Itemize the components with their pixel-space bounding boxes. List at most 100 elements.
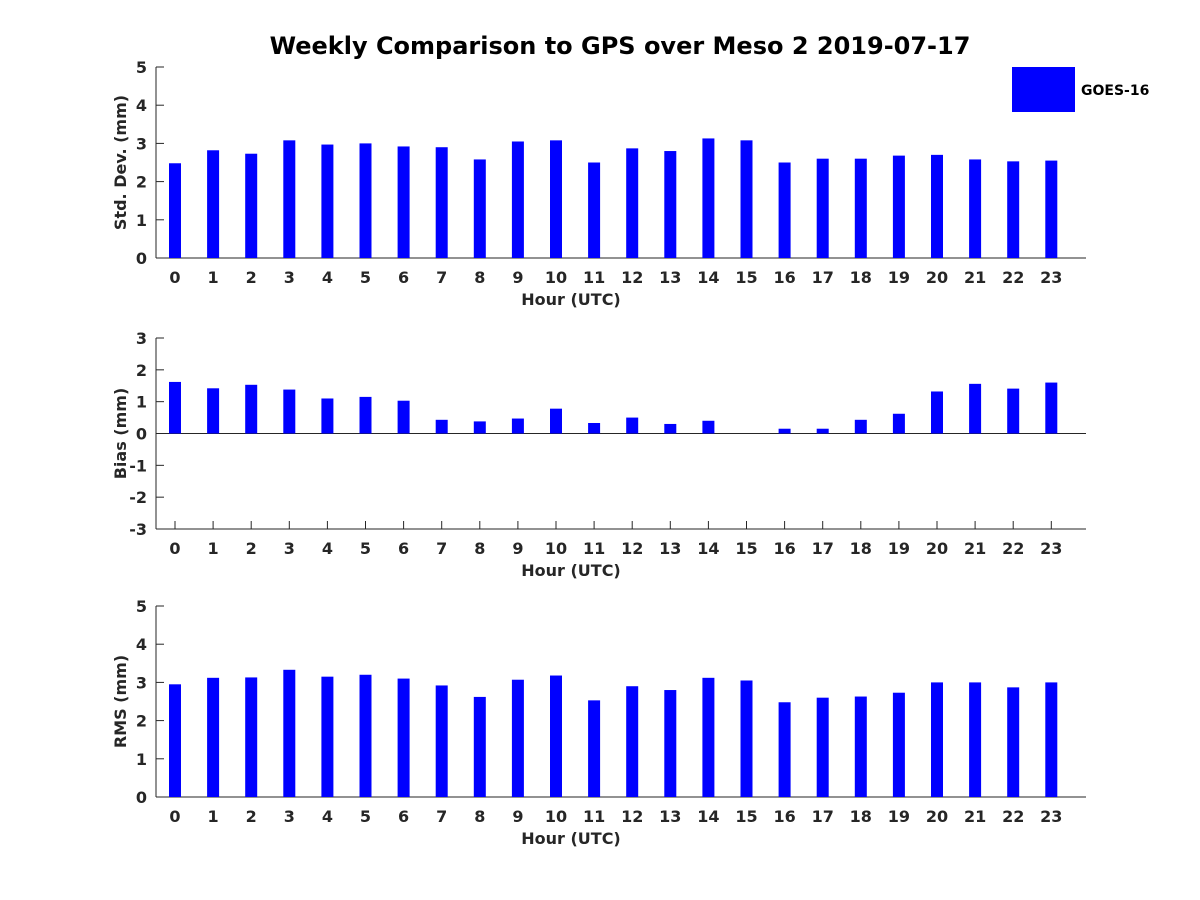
bar-hour-12 (626, 148, 639, 258)
bar-hour-11 (588, 422, 601, 434)
x-tick-label: 23 (1040, 268, 1062, 287)
x-tick-label: 8 (474, 807, 485, 826)
bar-hour-19 (892, 155, 905, 258)
x-tick-label: 7 (436, 539, 447, 558)
y-tick-label: 0 (136, 788, 147, 807)
bar-hour-3 (283, 389, 296, 434)
y-tick-label: 3 (136, 134, 147, 153)
x-tick-label: 7 (436, 807, 447, 826)
x-tick-label: 21 (964, 807, 986, 826)
x-tick-label: 10 (545, 268, 567, 287)
y-axis-label: RMS (mm) (111, 655, 130, 748)
bar-hour-1 (207, 150, 220, 258)
x-tick-label: 1 (208, 268, 219, 287)
x-tick-label: 18 (850, 807, 872, 826)
x-tick-label: 15 (735, 268, 757, 287)
x-tick-label: 18 (850, 268, 872, 287)
x-tick-label: 11 (583, 807, 605, 826)
x-tick-label: 16 (773, 268, 795, 287)
bar-hour-18 (854, 696, 867, 797)
x-tick-label: 9 (512, 268, 523, 287)
x-tick-label: 16 (773, 539, 795, 558)
bar-hour-6 (397, 678, 410, 797)
y-tick-label: 0 (136, 425, 147, 444)
x-tick-label: 22 (1002, 539, 1024, 558)
bar-hour-23 (1045, 382, 1058, 434)
x-tick-label: 7 (436, 268, 447, 287)
bar-hour-3 (283, 140, 296, 258)
bar-hour-1 (207, 388, 220, 434)
x-tick-label: 6 (398, 807, 409, 826)
bar-hour-10 (550, 408, 562, 434)
bar-hour-7 (435, 147, 448, 258)
x-tick-label: 3 (284, 539, 295, 558)
chart-title: Weekly Comparison to GPS over Meso 2 201… (270, 32, 971, 60)
bar-hour-5 (359, 396, 372, 434)
x-tick-label: 1 (208, 539, 219, 558)
bar-hour-19 (892, 413, 905, 434)
x-tick-label: 8 (474, 539, 485, 558)
x-tick-label: 15 (735, 539, 757, 558)
x-tick-label: 19 (888, 807, 910, 826)
x-axis-label: Hour (UTC) (521, 829, 621, 848)
x-tick-label: 19 (888, 268, 910, 287)
bar-hour-17 (816, 697, 829, 797)
bar-hour-22 (1007, 161, 1020, 258)
y-tick-label: 5 (136, 597, 147, 616)
bar-hour-17 (816, 158, 829, 258)
bar-hour-21 (969, 159, 982, 258)
bar-hour-7 (435, 685, 448, 797)
x-tick-label: 17 (812, 807, 834, 826)
bar-hour-0 (169, 684, 181, 797)
x-tick-label: 13 (659, 268, 681, 287)
x-tick-label: 20 (926, 268, 948, 287)
bar-hour-11 (588, 162, 601, 258)
bar-hour-22 (1007, 687, 1020, 797)
y-tick-label: 1 (136, 393, 147, 412)
x-tick-label: 15 (735, 807, 757, 826)
y-tick-label: -2 (129, 488, 147, 507)
x-tick-label: 14 (697, 268, 719, 287)
x-tick-label: 12 (621, 539, 643, 558)
bar-hour-19 (892, 692, 905, 797)
bar-hour-2 (245, 153, 258, 258)
x-tick-label: 20 (926, 807, 948, 826)
x-tick-label: 5 (360, 268, 371, 287)
bar-hour-15 (740, 680, 753, 797)
bar-hour-8 (473, 696, 486, 797)
x-tick-label: 17 (812, 268, 834, 287)
x-tick-label: 22 (1002, 807, 1024, 826)
y-tick-label: 0 (136, 249, 147, 268)
bar-hour-16 (778, 162, 791, 258)
x-tick-label: 11 (583, 539, 605, 558)
bar-hour-16 (778, 702, 791, 797)
x-tick-label: 5 (360, 807, 371, 826)
bar-hour-18 (854, 419, 867, 434)
bar-hour-9 (511, 679, 524, 797)
bar-hour-12 (626, 417, 639, 434)
bar-hour-4 (321, 398, 334, 434)
x-tick-label: 20 (926, 539, 948, 558)
x-tick-label: 9 (512, 807, 523, 826)
bar-hour-10 (550, 140, 562, 258)
x-tick-label: 10 (545, 807, 567, 826)
bar-hour-22 (1007, 388, 1020, 434)
x-tick-label: 5 (360, 539, 371, 558)
bar-hour-20 (931, 154, 943, 258)
bar-hour-1 (207, 677, 220, 797)
x-tick-label: 12 (621, 807, 643, 826)
x-tick-label: 11 (583, 268, 605, 287)
y-tick-label: 4 (136, 96, 147, 115)
x-tick-label: 8 (474, 268, 485, 287)
bar-hour-13 (664, 690, 677, 797)
bar-hour-14 (702, 420, 715, 434)
bar-hour-11 (588, 700, 601, 797)
legend-label: GOES-16 (1081, 83, 1149, 99)
x-tick-label: 4 (322, 539, 333, 558)
legend: GOES-16 (1012, 67, 1149, 112)
bar-hour-8 (473, 159, 486, 258)
